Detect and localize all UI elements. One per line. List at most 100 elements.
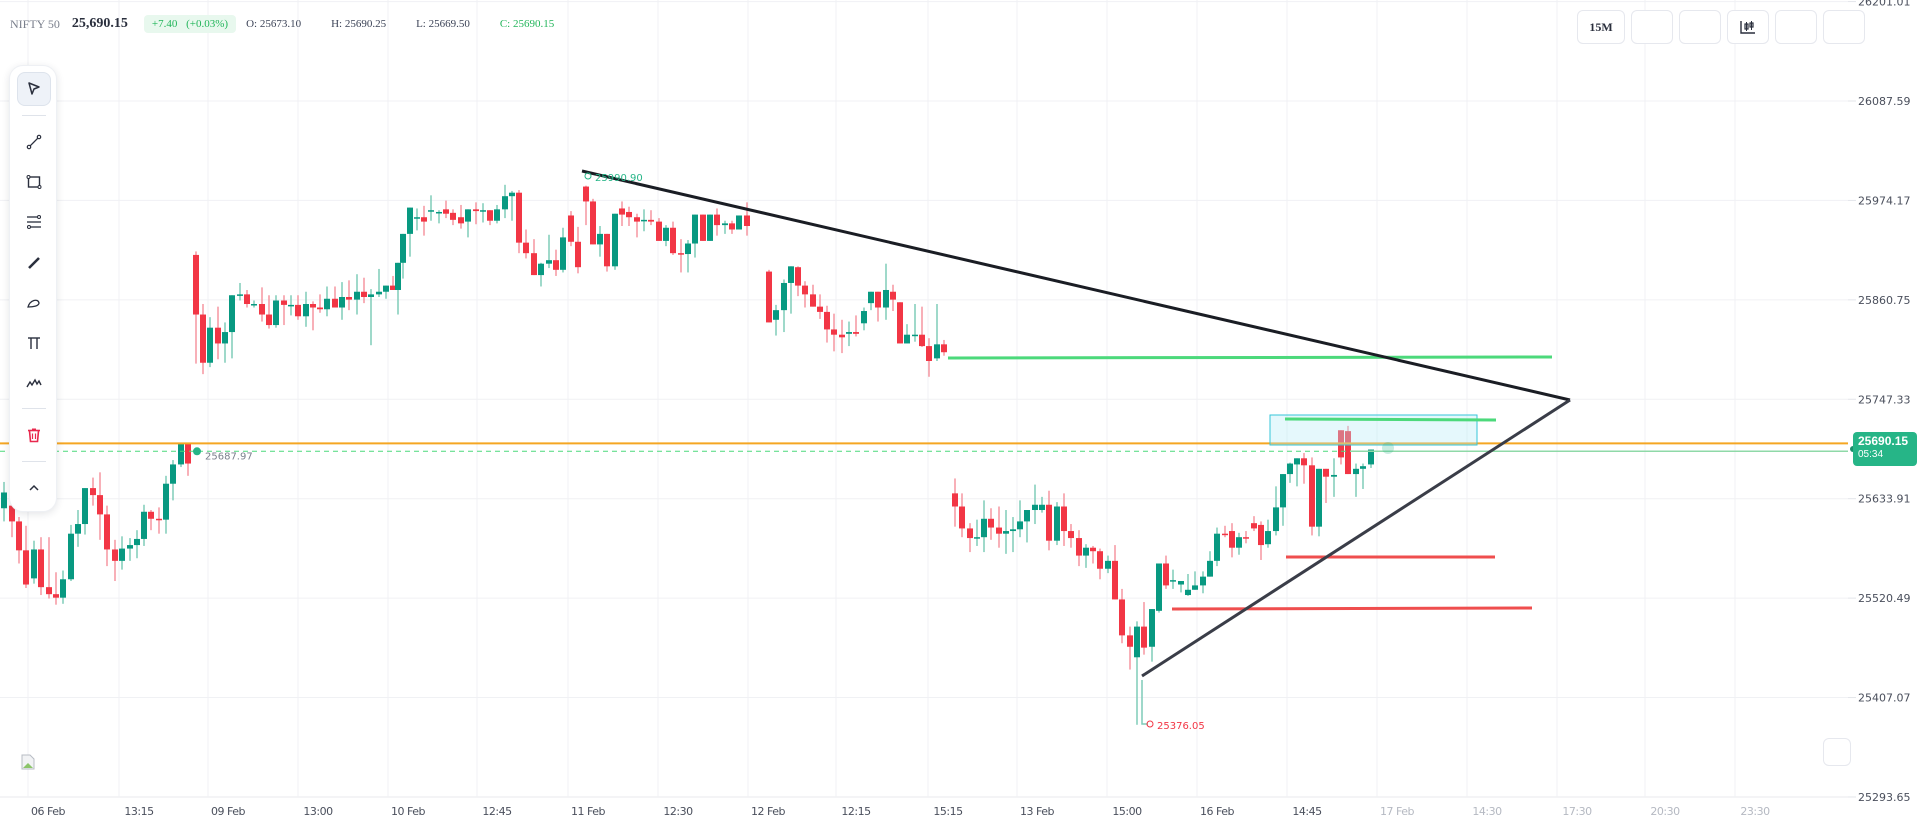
chart-drawings[interactable]: 25687.97 25990.90 25376.05 (0, 169, 1856, 732)
candle-body (1003, 531, 1009, 534)
sidebar-divider (22, 115, 46, 116)
candle-body (75, 524, 81, 534)
candle-body (831, 329, 837, 335)
candle (1353, 463, 1359, 497)
candle-body (604, 233, 610, 267)
candle-body (641, 219, 647, 222)
candle-body (1251, 523, 1257, 529)
candle-body (1309, 465, 1315, 527)
time-axis-label: 23:30 (1740, 805, 1770, 818)
candle-body (861, 311, 867, 324)
candle-body (1222, 533, 1228, 536)
candle (473, 202, 479, 225)
time-axis-label: 12 Feb (751, 805, 785, 818)
candle (170, 460, 176, 501)
cursor-tool[interactable] (17, 72, 51, 106)
candle-body (1316, 468, 1322, 527)
candle-body (707, 214, 713, 241)
candle-body (1163, 563, 1169, 586)
time-axis[interactable]: 06 Feb 13:15 09 Feb 13:00 10 Feb 12:45 11 Feb 1… (31, 805, 1771, 818)
candle (38, 537, 44, 596)
candle (112, 539, 118, 582)
candle-body (974, 537, 980, 539)
green-resistance-segment[interactable] (1284, 417, 1497, 422)
candle-body (251, 304, 257, 306)
trend-line-tool[interactable] (17, 125, 51, 159)
candle-body (428, 210, 434, 212)
candle (538, 262, 544, 287)
candle (1141, 602, 1147, 655)
candle (9, 503, 15, 538)
candle (237, 282, 243, 301)
candle (904, 324, 910, 344)
candle (1258, 521, 1264, 560)
candle-body (1083, 547, 1089, 556)
candle (1368, 449, 1374, 468)
candle-body (310, 304, 316, 308)
candle-body (590, 201, 596, 245)
candle (1294, 458, 1300, 487)
candle-body (656, 221, 662, 241)
indicators-button[interactable] (1727, 10, 1769, 44)
candle-body (407, 207, 413, 234)
toolbar-button-blank-3[interactable] (1775, 10, 1817, 44)
path-tool[interactable] (17, 366, 51, 400)
sidebar-divider (22, 408, 46, 409)
candle-body (722, 223, 728, 226)
interval-button[interactable]: 15M (1577, 10, 1625, 44)
candlestick-series (1, 184, 1374, 725)
pi-fork-icon (28, 337, 40, 349)
candle-body (1010, 529, 1016, 532)
green-support-segment[interactable] (947, 355, 1553, 360)
candle-body (237, 294, 243, 296)
candle-body (215, 327, 221, 344)
candle (185, 443, 191, 476)
candle-body (1112, 560, 1118, 600)
pitchfork-tool[interactable] (17, 326, 51, 360)
time-axis-label: 09 Feb (211, 805, 245, 818)
red-support-segment-2[interactable] (1171, 606, 1533, 611)
candle-body (619, 208, 625, 215)
toolbar-button-blank-2[interactable] (1679, 10, 1721, 44)
candle-body (663, 227, 669, 241)
candle-body (134, 538, 140, 546)
candle (383, 285, 389, 299)
candle-body (1331, 474, 1337, 477)
candle (531, 239, 537, 276)
candle-body (317, 307, 323, 310)
change-percent: (+0.03%) (186, 18, 229, 30)
delete-drawings-button[interactable] (17, 418, 51, 452)
candle-body (1156, 563, 1162, 611)
candle (487, 210, 493, 226)
candle (1112, 545, 1118, 600)
chart-settings-button[interactable] (1823, 738, 1851, 766)
candle-body (1265, 531, 1271, 545)
candle (736, 215, 742, 230)
candle-body (875, 291, 881, 308)
descending-trend-line[interactable] (581, 169, 1571, 402)
toolbar-button-blank-1[interactable] (1631, 10, 1673, 44)
candle (1222, 525, 1228, 538)
brush-tool[interactable] (17, 246, 51, 280)
parallel-channel-tool[interactable] (17, 205, 51, 239)
time-axis-label: 13:00 (303, 805, 333, 818)
candle-body (127, 545, 133, 549)
candle-body (288, 304, 294, 307)
candle (178, 443, 184, 468)
candle-body (729, 223, 735, 230)
candle (890, 284, 896, 312)
rectangle-tool[interactable] (17, 165, 51, 199)
candle (656, 218, 662, 241)
candle-body (473, 209, 479, 212)
time-axis-label: 06 Feb (31, 805, 65, 818)
candle-body (648, 219, 654, 222)
last-price-pulse (1382, 442, 1394, 454)
ascending-trend-line[interactable] (1141, 398, 1571, 678)
candle-body (53, 594, 59, 598)
candle (1046, 490, 1052, 551)
collapse-sidebar-button[interactable] (17, 471, 51, 505)
price-axis[interactable]: 26201.01 26087.59 25974.17 25860.75 25747.33… (1858, 0, 1911, 804)
shape-tool[interactable] (17, 286, 51, 320)
toolbar-button-blank-4[interactable] (1823, 10, 1865, 44)
